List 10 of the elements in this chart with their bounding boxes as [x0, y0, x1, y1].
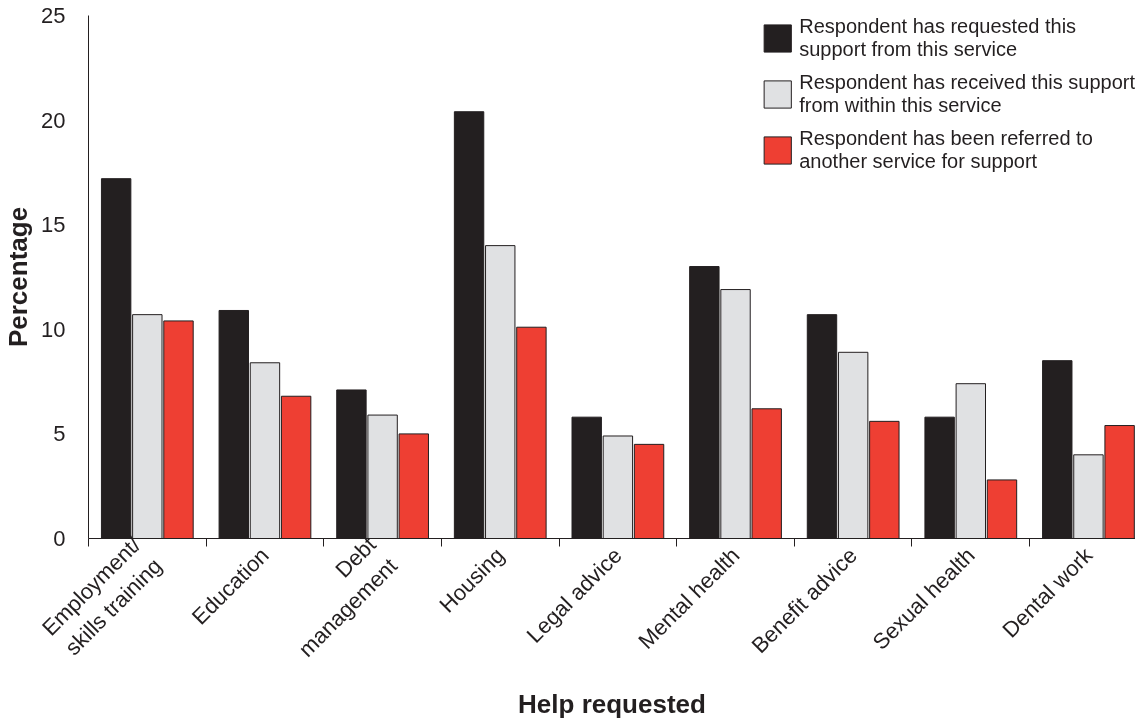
y-tick-label: 20 [41, 107, 66, 133]
y-tick-label: 10 [41, 316, 66, 342]
legend-label: Respondent has been referred to another service for support [799, 127, 1093, 173]
legend-label: Respondent has received this support from within this service [799, 71, 1135, 117]
x-axis-title: Help requested [518, 689, 706, 720]
y-axis-title: Percentage [3, 206, 34, 348]
legend-label: Respondent has requested this support from this service [799, 15, 1077, 61]
y-tick-label: 25 [41, 3, 66, 28]
y-tick-label: 5 [53, 421, 66, 447]
y-tick-label: 15 [41, 212, 66, 238]
